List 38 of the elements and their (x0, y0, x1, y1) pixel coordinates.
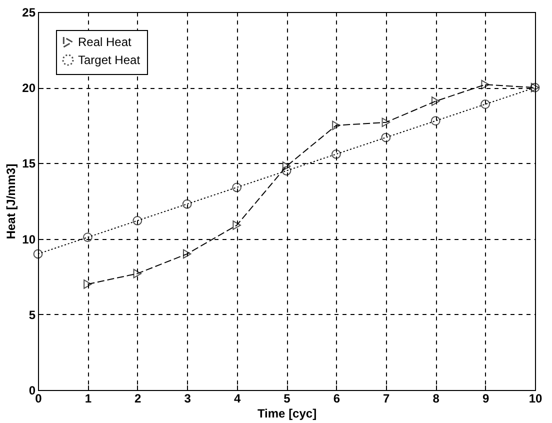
y-tick-label: 20 (22, 81, 36, 96)
point (132, 216, 142, 226)
point (481, 80, 490, 90)
point (182, 199, 192, 209)
x-tick-label: 8 (432, 392, 440, 406)
legend-label: Target Heat (78, 53, 141, 67)
point (182, 249, 192, 259)
point (133, 268, 142, 278)
point (282, 162, 291, 171)
point (83, 232, 92, 242)
y-tick-label: 5 (28, 308, 36, 322)
point (282, 166, 292, 176)
point (480, 100, 490, 109)
point (232, 182, 242, 192)
x-tick-label: 2 (134, 392, 142, 406)
x-tick-label: 3 (184, 392, 192, 406)
x-tick-label: 9 (482, 392, 490, 406)
point (232, 220, 241, 230)
point (84, 279, 92, 289)
point (430, 116, 440, 126)
y-tick-label: 15 (22, 156, 36, 171)
y-tick-label: 25 (22, 6, 36, 20)
y-tick-label: 10 (22, 232, 36, 246)
x-tick-label: 6 (333, 392, 340, 406)
x-tick-label: 5 (284, 392, 291, 406)
x-tick-label: 1 (84, 392, 92, 406)
y-axis-title: Heat [J/mm3] (4, 164, 18, 240)
x-tick-label: 10 (528, 392, 542, 406)
x-tick-label: 7 (383, 392, 390, 406)
x-tick-label: 4 (234, 392, 241, 406)
point (382, 118, 390, 128)
point (332, 120, 340, 130)
legend-label: Real Heat (78, 35, 132, 49)
point (381, 132, 391, 142)
point (33, 249, 43, 259)
point (431, 96, 440, 106)
x-axis-title: Time [cyc] (257, 406, 317, 420)
point (332, 149, 341, 159)
